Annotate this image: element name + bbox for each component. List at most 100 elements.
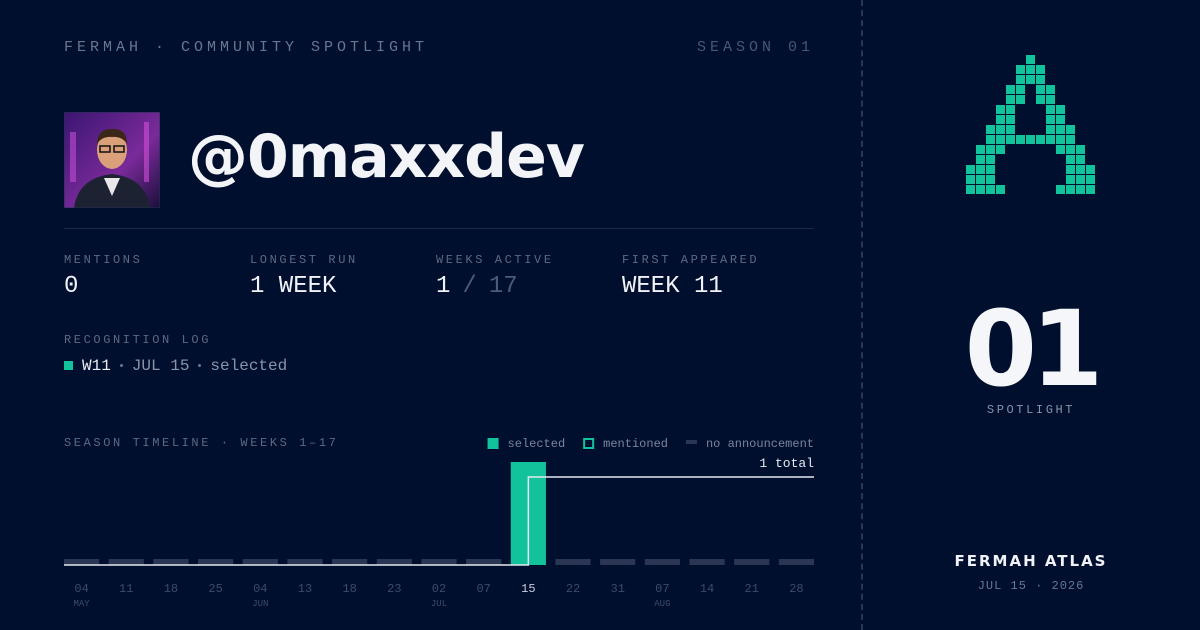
logo-pixel (976, 175, 985, 184)
week-bar (555, 559, 591, 565)
logo-pixel (966, 175, 975, 184)
week-day: 04 (74, 582, 88, 596)
timeline-title: SEASON TIMELINE · WEEKS 1–17 (64, 436, 339, 450)
logo-pixel (996, 125, 1005, 134)
logo-pixel (1086, 175, 1095, 184)
stat-number: WEEK 11 (622, 273, 723, 300)
logo-pixel (996, 135, 1005, 144)
logo-pixel (1006, 135, 1015, 144)
week-bar (242, 559, 278, 565)
stat-number: 1 (436, 273, 451, 300)
week-month: JUN (252, 599, 268, 609)
logo-pixel (996, 145, 1005, 154)
logo-pixel (1026, 65, 1035, 74)
logo-pixel (1046, 115, 1055, 124)
logo-pixel (1066, 145, 1075, 154)
logo-pixel (966, 165, 975, 174)
week-day: 18 (164, 582, 178, 596)
week-day: 21 (745, 582, 759, 596)
week-bar (332, 559, 368, 565)
logo-pixel (1006, 125, 1015, 134)
week-day: 22 (566, 582, 580, 596)
logo-pixel (1046, 105, 1055, 114)
logo-pixel (1046, 95, 1055, 104)
logo-pixel (1036, 75, 1045, 84)
log-marker (64, 361, 73, 371)
logo-pixel (1066, 185, 1075, 194)
week-month: MAY (73, 599, 90, 609)
logo-pixel (1026, 75, 1035, 84)
week-day: 02 (432, 582, 446, 596)
handle: @0maxxdev (188, 122, 585, 192)
stat-label: WEEKS ACTIVE (436, 253, 554, 267)
rank: 01 (964, 288, 1104, 410)
week-month: JUL (431, 599, 447, 609)
logo-pixel (966, 185, 975, 194)
logo-pixel (1076, 175, 1085, 184)
log-week: W11 (82, 357, 111, 375)
logo-pixel (1016, 85, 1025, 94)
timeline-chart: no announcement mentioned selected 04 MAY 11 1… (64, 437, 814, 609)
logo-pixel (1016, 135, 1025, 144)
week-day: 14 (700, 582, 714, 596)
logo-pixel (1026, 55, 1035, 64)
logo-pixel (1066, 135, 1075, 144)
stat-label: LONGEST RUN (250, 253, 358, 267)
logo-pixel (996, 105, 1005, 114)
avatar (64, 112, 160, 208)
week-bar (64, 559, 100, 565)
logo-pixel (1056, 145, 1065, 154)
logo-pixel (1056, 105, 1065, 114)
week-day: 07 (655, 582, 669, 596)
logo-pixel (1046, 135, 1055, 144)
logo-pixel (976, 155, 985, 164)
week-bar (421, 559, 457, 565)
week-day: 13 (298, 582, 312, 596)
week-day: 18 (342, 582, 356, 596)
logo-pixel (986, 135, 995, 144)
logo-pixel (1076, 165, 1085, 174)
stat-value: 1 WEEK (250, 273, 336, 300)
week-day: 04 (253, 582, 267, 596)
legend-swatch (583, 438, 595, 449)
divider (64, 228, 814, 229)
logo-pixel (986, 145, 995, 154)
logo-pixel (1016, 75, 1025, 84)
week-day: 28 (789, 582, 803, 596)
logo-pixel (1056, 115, 1065, 124)
logo (966, 55, 1095, 194)
logo-pixel (986, 165, 995, 174)
logo-pixel (1066, 125, 1075, 134)
logo-pixel (1036, 95, 1045, 104)
week-month: AUG (654, 599, 670, 609)
logo-pixel (1086, 165, 1095, 174)
logo-pixel (1046, 85, 1055, 94)
total-label: 1 total (759, 456, 814, 471)
logo-pixel (1056, 125, 1065, 134)
logo-pixel (976, 165, 985, 174)
week-bar (287, 559, 323, 565)
logo-pixel (1056, 185, 1065, 194)
logo-pixel (1066, 165, 1075, 174)
stat-label: MENTIONS (64, 253, 143, 267)
stat-number: 0 (64, 273, 79, 300)
logo-pixel (1006, 95, 1015, 104)
logo-pixel (1076, 155, 1085, 164)
logo-pixel (1066, 175, 1075, 184)
total-line (64, 476, 814, 566)
week-bar (778, 559, 814, 565)
stat-number: 1 WEEK (250, 273, 337, 300)
logo-pixel (1046, 125, 1055, 134)
week-day: 23 (387, 582, 401, 596)
stat-value: WEEK 11 (622, 273, 723, 300)
week-day: 07 (476, 582, 490, 596)
week-bar (689, 559, 725, 565)
week-day: 15 (521, 582, 535, 596)
log-entry: W11 JUL 15 selected (64, 357, 287, 375)
logo-pixel (986, 125, 995, 134)
logo-pixel (1076, 185, 1085, 194)
week-day: 11 (119, 582, 133, 596)
logo-pixel (1036, 65, 1045, 74)
week-bar (376, 559, 412, 565)
logo-pixel (1086, 185, 1095, 194)
